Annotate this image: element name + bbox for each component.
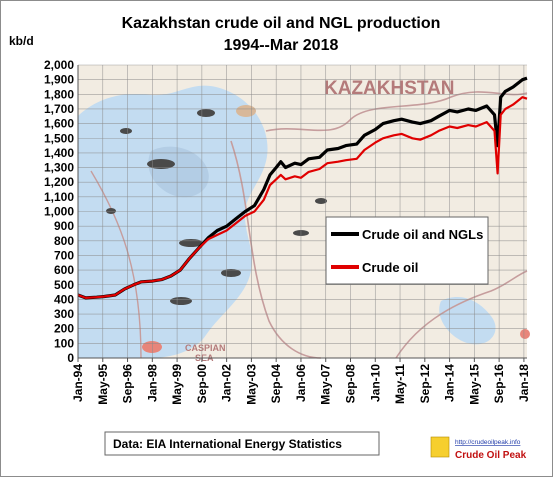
series-line-crude-oil <box>77 96 528 299</box>
source-note: Data: EIA International Energy Statistic… <box>104 431 380 456</box>
y-tick-label: 200 <box>54 322 74 336</box>
chart-title-line-1: Kazakhstan crude oil and NGL production <box>122 15 441 32</box>
y-tick-label: 1,600 <box>44 117 74 131</box>
x-tick-label: Sep-16 <box>492 364 506 404</box>
y-tick-label: 2,000 <box>44 58 74 72</box>
y-tick-label: 0 <box>67 351 74 365</box>
x-tick-label: May-95 <box>96 364 110 405</box>
crude-oil-peak-logo: http://crudeoilpeak.info Crude Oil Peak <box>430 436 527 461</box>
logo-url: http://crudeoilpeak.info <box>455 439 521 446</box>
x-tick-label: May-07 <box>319 364 333 405</box>
x-tick-label: Jan-14 <box>443 364 457 402</box>
chart-title-line-2: 1994--Mar 2018 <box>224 37 339 54</box>
x-tick-label: Sep-00 <box>195 364 209 404</box>
legend-box <box>325 216 489 285</box>
y-tick-label: 1,000 <box>44 205 74 219</box>
oil-derrick-icon <box>430 436 450 458</box>
y-tick-label: 1,700 <box>44 102 74 116</box>
x-tick-label: Sep-04 <box>269 364 283 404</box>
y-tick-label: 800 <box>54 234 74 248</box>
x-tick-label: Sep-12 <box>418 364 432 404</box>
y-tick-label: 1,400 <box>44 146 74 160</box>
y-tick-label: 1,200 <box>44 175 74 189</box>
y-tick-label: 1,300 <box>44 161 74 175</box>
legend: Crude oil and NGLs Crude oil <box>325 216 489 285</box>
y-tick-label: 600 <box>54 263 74 277</box>
y-tick-label: 100 <box>54 336 74 350</box>
x-tick-label: Jan-06 <box>294 364 308 402</box>
source-note-box <box>104 431 380 456</box>
x-tick-label: May-11 <box>393 364 407 404</box>
x-tick-label: Jan-10 <box>368 364 382 402</box>
x-tick-label: May-03 <box>244 364 258 405</box>
y-tick-label: 300 <box>54 307 74 321</box>
y-tick-label: 1,100 <box>44 190 74 204</box>
legend-label-crude-oil-and-ngls: Crude oil and NGLs <box>362 227 483 242</box>
x-tick-label: Jan-98 <box>145 364 159 402</box>
x-tick-label: May-99 <box>170 364 184 405</box>
map-label-caspian: CASPIAN <box>185 343 226 353</box>
legend-label-crude-oil: Crude oil <box>362 260 418 275</box>
x-tick-label: Jan-02 <box>220 364 234 402</box>
gridlines <box>77 64 527 359</box>
x-tick-label: May-15 <box>467 364 481 405</box>
x-axis-ticks: Jan-94 May-95 Sep-96 Jan-98 May-99 Sep-00 Jan-… <box>71 358 531 405</box>
y-tick-label: 700 <box>54 248 74 262</box>
logo-name: Crude Oil Peak <box>455 450 527 461</box>
y-tick-label: 400 <box>54 292 74 306</box>
source-note-text: Data: EIA International Energy Statistic… <box>113 437 342 451</box>
x-tick-label: Jan-94 <box>71 364 85 402</box>
x-tick-label: Sep-08 <box>343 364 357 404</box>
y-tick-label: 900 <box>54 219 74 233</box>
x-tick-label: Sep-96 <box>121 364 135 404</box>
map-label-kazakhstan: KAZAKHSTAN <box>324 78 455 99</box>
y-axis-title: kb/d <box>9 34 34 48</box>
y-tick-label: 1,800 <box>44 87 74 101</box>
y-tick-label: 1,500 <box>44 131 74 145</box>
y-axis-ticks: 01002003004005006007008009001,0001,1001,… <box>44 58 74 365</box>
y-tick-label: 500 <box>54 278 74 292</box>
x-tick-label: Jan-18 <box>517 364 531 402</box>
data-series <box>77 76 528 300</box>
y-tick-label: 1,900 <box>44 73 74 87</box>
